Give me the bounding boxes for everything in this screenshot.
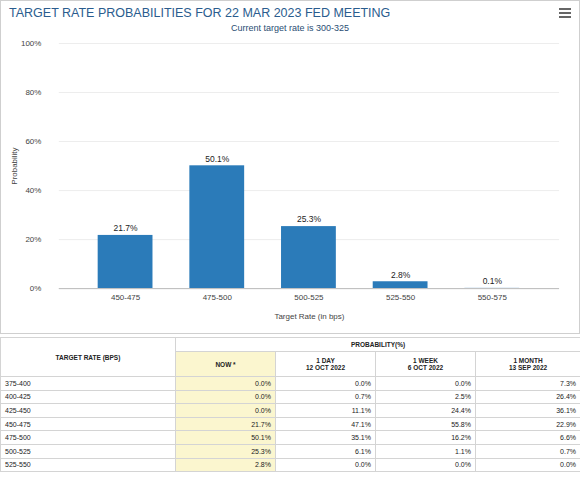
html-text:6.1%: 6.1% [355, 447, 371, 455]
html-text:Current target rate is 300-325: Current target rate is 300-325 [231, 23, 349, 33]
html-text:400-425: 400-425 [5, 393, 31, 401]
svg-text:2.8%: 2.8% [391, 269, 411, 279]
svg-text:100%: 100% [21, 39, 41, 48]
html-text:1 DAY: 1 DAY [316, 357, 335, 364]
html-text:TARGET RATE (BPS): TARGET RATE (BPS) [55, 353, 121, 361]
html-text:0.0%: 0.0% [255, 379, 271, 387]
svg-text:60%: 60% [25, 137, 41, 146]
svg-text:20%: 20% [25, 235, 41, 244]
html-text:36.1%: 36.1% [556, 407, 576, 414]
html-text:0.7%: 0.7% [355, 393, 371, 401]
html-text:12 OCT 2022: 12 OCT 2022 [306, 364, 345, 371]
html-text:24.4%: 24.4% [451, 407, 471, 414]
html-text:0.0%: 0.0% [355, 379, 371, 387]
html-text:NOW *: NOW * [215, 360, 236, 368]
svg-text:Probability: Probability [10, 147, 19, 184]
html-text:0.0%: 0.0% [255, 407, 271, 414]
svg-text:500-525: 500-525 [294, 293, 324, 302]
html-text:35.1%: 35.1% [351, 434, 371, 442]
svg-text:50.1%: 50.1% [205, 154, 229, 164]
html-text:0.0%: 0.0% [255, 393, 271, 401]
html-text:0.0%: 0.0% [455, 379, 471, 387]
html-text:25.3%: 25.3% [251, 447, 271, 455]
html-text:13 SEP 2022: 13 SEP 2022 [508, 364, 548, 371]
html-text:0.0%: 0.0% [355, 461, 371, 469]
html-text:0.7%: 0.7% [560, 447, 576, 455]
svg-text:25.3%: 25.3% [297, 214, 321, 224]
html-text:1.1%: 1.1% [455, 447, 471, 455]
svg-text:525-550: 525-550 [386, 293, 416, 302]
svg-text:450-475: 450-475 [111, 293, 141, 302]
svg-text:80%: 80% [25, 88, 41, 97]
html-text:TARGET RATE PROBABILITIES FOR: TARGET RATE PROBABILITIES FOR 22 MAR 202… [9, 6, 391, 20]
html-text:21.7%: 21.7% [251, 420, 271, 428]
html-text:425-450: 425-450 [5, 407, 31, 414]
html-text:26.4%: 26.4% [556, 393, 576, 401]
html-text:450-475: 450-475 [5, 420, 31, 428]
svg-text:475-500: 475-500 [203, 293, 233, 302]
html-text:2.5%: 2.5% [455, 393, 471, 401]
svg-text:0%: 0% [30, 284, 42, 293]
svg-text:40%: 40% [25, 186, 41, 195]
html-text:7.3%: 7.3% [560, 379, 576, 387]
html-text:50.1%: 50.1% [251, 434, 271, 442]
html-text:16.2%: 16.2% [451, 434, 471, 442]
svg-text:0.1%: 0.1% [483, 276, 503, 286]
svg-text:Target Rate (in bps): Target Rate (in bps) [274, 312, 344, 321]
html-text:2.8%: 2.8% [255, 461, 271, 469]
html-text:6 OCT 2022: 6 OCT 2022 [407, 364, 444, 371]
html-text:PROBABILITY(%): PROBABILITY(%) [350, 341, 406, 348]
html-text:6.6%: 6.6% [560, 434, 576, 442]
html-text:11.1%: 11.1% [351, 407, 371, 414]
svg-text:550-575: 550-575 [478, 293, 508, 302]
html-text:525-550: 525-550 [5, 461, 31, 469]
svg-text:21.7%: 21.7% [114, 223, 138, 233]
html-text:1 WEEK: 1 WEEK [413, 357, 438, 364]
html-text:475-500: 475-500 [5, 434, 31, 442]
html-text:0.0%: 0.0% [455, 461, 471, 469]
html-text:55.8%: 55.8% [451, 420, 471, 428]
html-text:375-400: 375-400 [5, 379, 31, 387]
html-text:1 MONTH: 1 MONTH [513, 357, 543, 364]
html-text:0.0%: 0.0% [560, 461, 576, 469]
html-text:47.1%: 47.1% [351, 420, 371, 428]
html-text:500-525: 500-525 [5, 447, 31, 455]
html-text:22.9%: 22.9% [556, 420, 576, 428]
